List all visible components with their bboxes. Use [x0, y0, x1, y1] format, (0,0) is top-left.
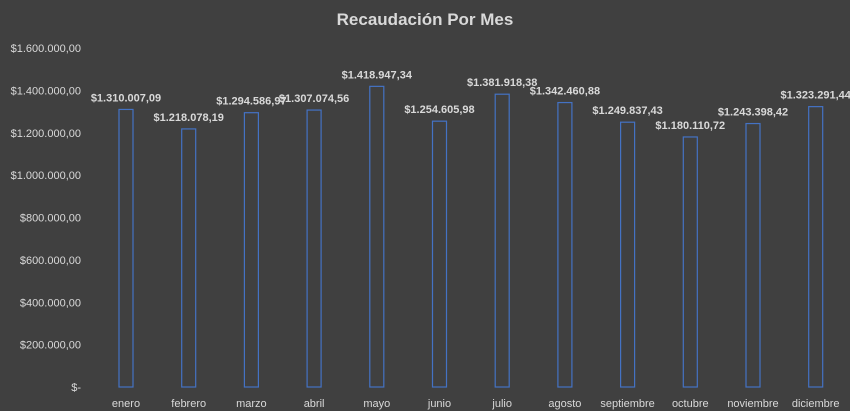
bar [745, 122, 761, 388]
x-tick-label: septiembre [600, 398, 654, 410]
x-tick-label: octubre [672, 398, 709, 410]
y-tick-label: $1.600.000,00 [11, 43, 81, 55]
data-label: $1.254.605,98 [404, 104, 474, 116]
y-tick-label: $600.000,00 [20, 255, 81, 267]
bar [557, 101, 573, 388]
x-tick-label: mayo [363, 398, 390, 410]
y-tick-label: $400.000,00 [20, 297, 81, 309]
x-tick-label: diciembre [792, 398, 840, 410]
bar [682, 136, 698, 388]
data-label: $1.310.007,09 [91, 92, 161, 104]
x-tick-label: junio [427, 398, 451, 410]
data-label: $1.342.460,88 [530, 86, 600, 98]
data-label: $1.323.291,44 [781, 90, 850, 102]
y-tick-label: $800.000,00 [20, 213, 81, 225]
bar [431, 120, 448, 388]
chart-title: Recaudación Por Mes [336, 10, 514, 29]
bar [118, 108, 134, 388]
bar [494, 93, 510, 388]
bar [181, 128, 197, 388]
data-label: $1.180.110,72 [655, 120, 725, 132]
y-tick-label: $1.200.000,00 [11, 128, 81, 140]
y-tick-label: $200.000,00 [20, 340, 81, 352]
bar [243, 112, 259, 388]
bar [619, 121, 636, 388]
data-label: $1.307.074,56 [279, 93, 349, 105]
x-tick-label: enero [112, 398, 140, 410]
data-label: $1.294.586,97 [216, 96, 286, 108]
x-tick-label: noviembre [727, 398, 778, 410]
x-tick-label: abril [304, 398, 325, 410]
data-label: $1.218.078,19 [154, 112, 224, 124]
data-label: $1.418.947,34 [342, 69, 413, 81]
x-tick-label: julio [491, 398, 512, 410]
x-tick-label: marzo [236, 398, 267, 410]
y-tick-label: $1.000.000,00 [11, 170, 81, 182]
y-tick-label: $- [71, 382, 81, 394]
data-label: $1.381.918,38 [467, 77, 537, 89]
bar [808, 106, 824, 388]
x-tick-label: agosto [548, 398, 581, 410]
data-label: $1.243.398,42 [718, 107, 788, 119]
x-tick-label: febrero [171, 398, 206, 410]
bar [306, 109, 322, 388]
data-label: $1.249.837,43 [592, 105, 662, 117]
bar [369, 85, 385, 388]
y-tick-label: $1.400.000,00 [11, 85, 81, 97]
